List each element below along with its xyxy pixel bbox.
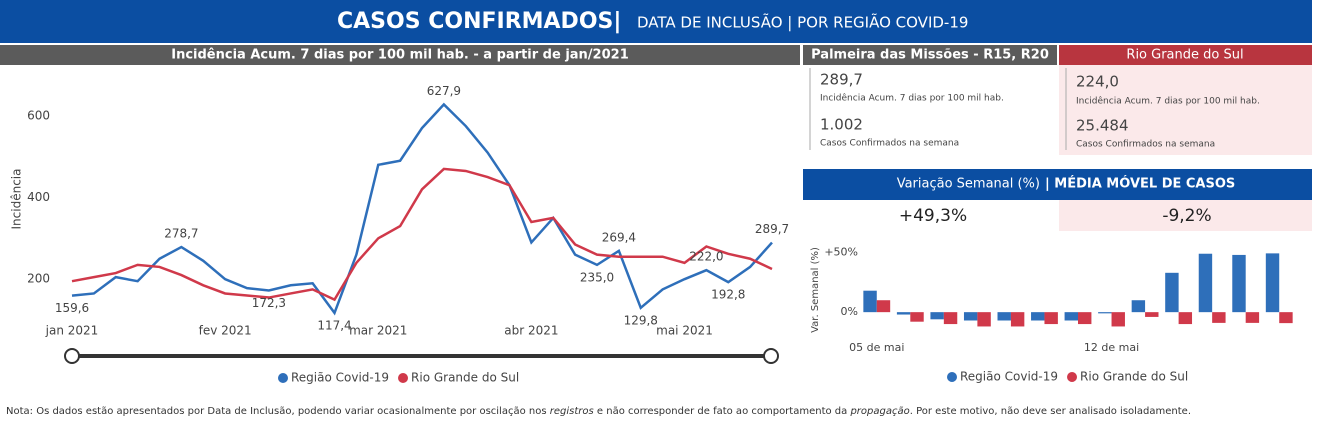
card-title: Rio Grande do Sul bbox=[1126, 48, 1243, 63]
legend-swatch bbox=[1067, 372, 1078, 382]
x-tick-label: mar 2021 bbox=[349, 324, 407, 338]
x-tick-label: mai 2021 bbox=[656, 324, 713, 338]
legend-swatch bbox=[278, 373, 288, 383]
data-label: 235,0 bbox=[580, 270, 614, 284]
bar bbox=[1044, 312, 1058, 325]
bar bbox=[1078, 312, 1092, 325]
y-axis-label: Incidência bbox=[10, 169, 24, 230]
note-part: e não corresponder de fato ao comportame… bbox=[594, 406, 851, 417]
bar bbox=[1098, 312, 1112, 314]
bar bbox=[896, 312, 911, 315]
bar bbox=[1111, 312, 1125, 327]
header-subtitle: DATA DE INCLUSÃO | POR REGIÃO COVID-19 bbox=[637, 13, 968, 32]
bar bbox=[1265, 253, 1280, 313]
note-part: propagação bbox=[849, 406, 909, 417]
chart-title: Incidência Acum. 7 dias por 100 mil hab.… bbox=[171, 48, 629, 63]
bar bbox=[963, 312, 978, 321]
y-tick-label: 400 bbox=[27, 190, 50, 204]
bar bbox=[876, 300, 891, 313]
bar bbox=[943, 312, 958, 325]
legend-label: Região Covid-19 bbox=[291, 371, 389, 385]
variation-value: +49,3% bbox=[899, 206, 967, 226]
variation-title: Variação Semanal (%) bbox=[897, 177, 1040, 192]
x-tick-label: 12 de mai bbox=[1084, 341, 1139, 354]
card-label: Incidência Acum. 7 dias por 100 mil hab. bbox=[1076, 96, 1260, 107]
bar bbox=[1212, 312, 1226, 323]
bar bbox=[1198, 253, 1213, 313]
bar bbox=[977, 312, 991, 327]
x-tick-label: abr 2021 bbox=[504, 324, 558, 338]
data-label: 117,4 bbox=[317, 318, 351, 332]
note-part: . Por este motivo, não deve ser analisad… bbox=[910, 406, 1191, 417]
note-part: Nota: Os dados estão apresentados por Da… bbox=[6, 406, 550, 417]
x-tick-label: fev 2021 bbox=[199, 324, 252, 338]
bar bbox=[1145, 312, 1159, 317]
data-label: 222,0 bbox=[689, 250, 723, 264]
variation-bar bbox=[803, 169, 1312, 200]
card-bg bbox=[1059, 65, 1312, 155]
data-label: 278,7 bbox=[164, 227, 198, 241]
x-tick-label: 05 de mai bbox=[849, 341, 904, 354]
line-series bbox=[71, 167, 773, 302]
bar bbox=[910, 312, 924, 322]
card-label: Incidência Acum. 7 dias por 100 mil hab. bbox=[820, 93, 1004, 104]
slider-handle[interactable] bbox=[763, 348, 779, 364]
card-value: 25.484 bbox=[1076, 117, 1129, 135]
bar bbox=[1010, 312, 1025, 327]
data-label: 269,4 bbox=[602, 230, 636, 244]
bar bbox=[1245, 312, 1260, 323]
y-tick-label: 600 bbox=[27, 108, 50, 122]
bar bbox=[1279, 312, 1293, 324]
bar bbox=[1178, 312, 1193, 325]
bar bbox=[863, 290, 877, 313]
header-bar bbox=[0, 0, 1312, 43]
bar bbox=[1165, 272, 1179, 313]
line-series bbox=[71, 102, 773, 316]
x-tick-label: jan 2021 bbox=[45, 324, 99, 338]
bar bbox=[1232, 254, 1246, 313]
card-value: 224,0 bbox=[1076, 73, 1119, 91]
legend-label: Região Covid-19 bbox=[960, 370, 1058, 384]
legend-swatch bbox=[398, 373, 409, 383]
bar bbox=[997, 312, 1011, 321]
slider-handle[interactable] bbox=[64, 348, 80, 364]
bar bbox=[1064, 312, 1078, 321]
card-label: Casos Confirmados na semana bbox=[820, 139, 959, 149]
y-tick-label: 0% bbox=[841, 305, 858, 318]
note: Nota: Os dados estão apresentados por Da… bbox=[6, 406, 1191, 417]
bar bbox=[930, 312, 944, 320]
data-label: 289,7 bbox=[755, 222, 789, 236]
data-label: 627,9 bbox=[427, 84, 461, 98]
chart-title-bar bbox=[0, 45, 800, 65]
header-title: CASOS CONFIRMADOS| bbox=[337, 9, 621, 34]
legend-label: Rio Grande do Sul bbox=[1080, 370, 1188, 384]
y-tick-label: 200 bbox=[27, 272, 50, 286]
note-part: registros bbox=[550, 406, 594, 417]
card-title-bar bbox=[803, 45, 1057, 65]
variation-value: -9,2% bbox=[1162, 206, 1211, 226]
bar bbox=[1131, 300, 1146, 313]
data-label: 172,3 bbox=[252, 296, 286, 310]
y-tick-label: +50% bbox=[824, 246, 858, 259]
card-title-bar bbox=[1059, 45, 1312, 65]
legend-label: Rio Grande do Sul bbox=[411, 371, 519, 385]
variation-title: | MÉDIA MÓVEL DE CASOS bbox=[1045, 176, 1235, 192]
card-value: 1.002 bbox=[820, 116, 863, 134]
bar bbox=[1031, 312, 1045, 321]
y-axis-label: Var. Semanal (%) bbox=[810, 247, 821, 333]
data-label: 159,6 bbox=[55, 301, 89, 315]
data-label: 129,8 bbox=[624, 313, 658, 327]
variation-bg bbox=[1059, 200, 1312, 231]
legend-swatch bbox=[947, 372, 957, 382]
data-label: 192,8 bbox=[711, 288, 745, 302]
card-title: Palmeira das Missões - R15, R20 bbox=[811, 48, 1049, 63]
card-value: 289,7 bbox=[820, 71, 863, 89]
card-label: Casos Confirmados na semana bbox=[1076, 140, 1215, 150]
